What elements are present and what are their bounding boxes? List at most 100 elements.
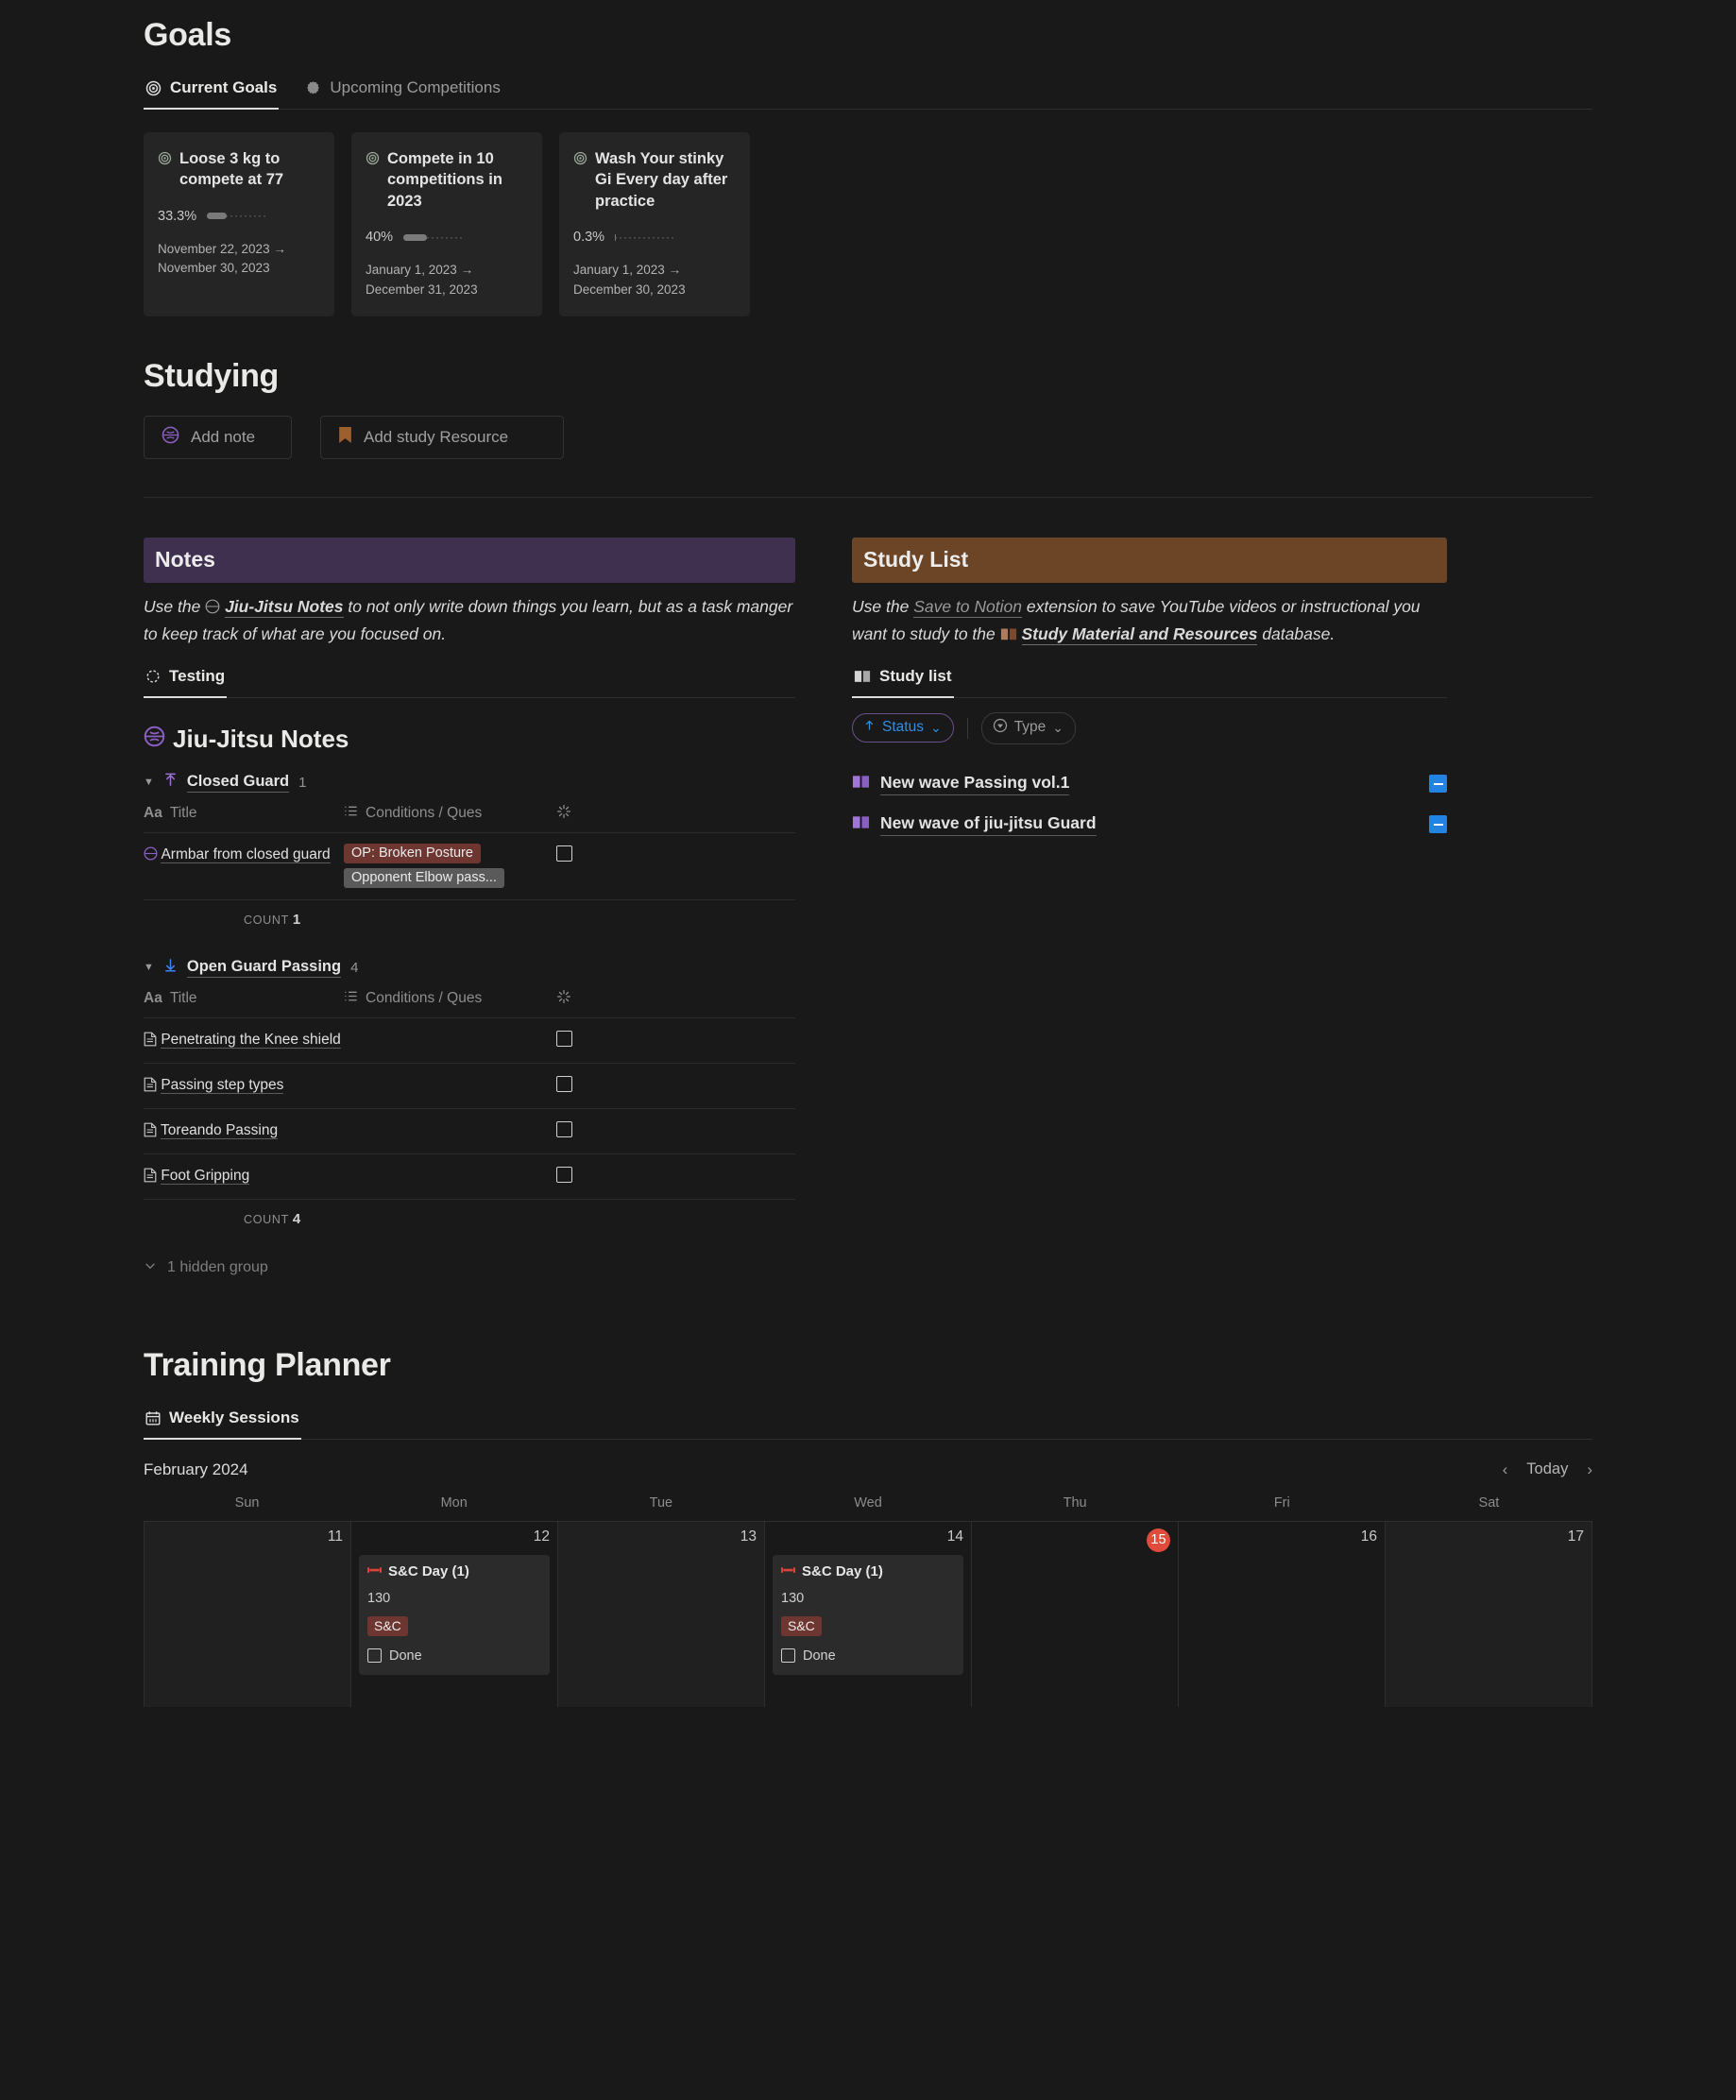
checkbox[interactable]	[556, 1166, 572, 1183]
filter-status[interactable]: Status ⌄	[852, 713, 954, 743]
row-checkbox-cell[interactable]	[556, 1029, 613, 1047]
tag-pill: Opponent Elbow pass...	[344, 867, 504, 888]
list-item[interactable]: New wave Passing vol.1	[852, 773, 1447, 795]
list-item-title: New wave of jiu-jitsu Guard	[880, 813, 1097, 836]
calendar-day-cell[interactable]: 13	[558, 1521, 765, 1707]
checkbox[interactable]	[781, 1648, 795, 1664]
event-done[interactable]: Done	[367, 1648, 541, 1664]
event-number: 130	[781, 1590, 805, 1606]
column-title[interactable]: Aa Title	[144, 990, 197, 1007]
open-book-icon	[852, 774, 870, 794]
goal-card[interactable]: Loose 3 kg to compete at 77 33.3% Novemb…	[144, 132, 334, 316]
target-icon	[158, 148, 172, 170]
row-title[interactable]: Armbar from closed guard	[144, 844, 344, 866]
day-number: 15	[1147, 1528, 1170, 1552]
event-done-label: Done	[389, 1648, 422, 1664]
calendar-month-label: February 2024	[144, 1460, 248, 1478]
table-row[interactable]: Armbar from closed guard OP: Broken Post…	[144, 831, 795, 899]
checkbox[interactable]	[556, 1030, 572, 1047]
notes-callout-link[interactable]: Jiu-Jitsu Notes	[225, 596, 344, 618]
tab-study-list[interactable]: Study list	[852, 663, 954, 698]
tab-testing[interactable]: Testing	[144, 663, 228, 698]
row-conditions[interactable]: OP: Broken Posture Opponent Elbow pass..…	[344, 843, 556, 888]
calendar-day-cell[interactable]: 12 S&C Day (1) 130 S&C Done	[351, 1521, 558, 1707]
calendar-day-cell[interactable]: 17	[1386, 1521, 1592, 1707]
filter-type[interactable]: Type ⌄	[980, 711, 1077, 744]
row-title-label: Armbar from closed guard	[161, 845, 331, 863]
study-tabbar: Study list	[852, 663, 1447, 698]
row-checkbox-cell[interactable]	[556, 1074, 613, 1092]
hidden-group-label: 1 hidden group	[167, 1259, 268, 1276]
tag-pill: OP: Broken Posture	[344, 843, 481, 863]
column-conditions[interactable]: Conditions / Ques	[344, 804, 556, 823]
add-note-label: Add note	[191, 427, 256, 446]
open-book-icon	[852, 814, 870, 835]
event-done[interactable]: Done	[781, 1648, 955, 1664]
hidden-group-toggle[interactable]: 1 hidden group	[144, 1259, 795, 1277]
row-title[interactable]: Foot Gripping	[144, 1165, 344, 1187]
divider	[144, 496, 1592, 498]
next-week-button[interactable]: ›	[1587, 1460, 1592, 1478]
tab-current-goals[interactable]: Current Goals	[144, 75, 280, 110]
chevron-down-icon[interactable]: ▼	[144, 777, 154, 789]
column-title[interactable]: Aa Title	[144, 805, 197, 822]
calendar-toolbar: February 2024 ‹ Today ›	[144, 1460, 1592, 1479]
chevron-down-icon[interactable]: ▼	[144, 962, 154, 974]
goal-percent: 33.3%	[158, 208, 197, 224]
tab-upcoming-competitions[interactable]: Upcoming Competitions	[303, 75, 502, 110]
table-row[interactable]: Foot Gripping	[144, 1152, 795, 1199]
row-checkbox-cell[interactable]	[556, 844, 613, 862]
calendar-day-cell[interactable]: 11	[145, 1521, 351, 1707]
table-row[interactable]: Toreando Passing	[144, 1107, 795, 1153]
column-checkbox[interactable]	[556, 804, 613, 824]
checkbox[interactable]	[556, 1120, 572, 1137]
goal-percent: 0.3%	[573, 230, 605, 246]
today-button[interactable]: Today	[1526, 1460, 1569, 1478]
group-header[interactable]: ▼ Open Guard Passing 4	[144, 958, 795, 978]
target-icon	[573, 148, 587, 170]
filter-status-label: Status	[882, 719, 924, 736]
checkbox[interactable]	[556, 1075, 572, 1092]
group-count: 4	[350, 959, 359, 976]
prev-week-button[interactable]: ‹	[1502, 1460, 1508, 1478]
row-title[interactable]: Toreando Passing	[144, 1119, 344, 1142]
column-headers: Aa Title Conditions / Ques	[144, 804, 795, 832]
calendar-day-cell[interactable]: 16	[1179, 1521, 1386, 1707]
goal-card[interactable]: Compete in 10 competitions in 2023 40% J…	[351, 132, 542, 316]
row-title[interactable]: Passing step types	[144, 1074, 344, 1097]
calendar-day-cell-today[interactable]: 15	[972, 1521, 1179, 1707]
row-checkbox-cell[interactable]	[556, 1165, 613, 1183]
day-number: 17	[1567, 1528, 1584, 1545]
add-note-button[interactable]: Add note	[144, 415, 292, 459]
tab-weekly-sessions[interactable]: Weekly Sessions	[144, 1405, 301, 1440]
spinner-icon	[556, 989, 571, 1009]
goals-section: Goals Current Goals Upcoming Competition…	[144, 0, 1592, 316]
checkbox[interactable]	[556, 845, 572, 862]
group-name: Open Guard Passing	[186, 958, 342, 978]
add-study-resource-button[interactable]: Add study Resource	[320, 415, 564, 459]
day-number: 12	[533, 1528, 550, 1545]
table-row[interactable]: Penetrating the Knee shield	[144, 1016, 795, 1063]
row-checkbox-cell[interactable]	[556, 1119, 613, 1137]
group-header[interactable]: ▼ Closed Guard 1	[144, 773, 795, 793]
goal-card[interactable]: Wash Your stinky Gi Every day after prac…	[559, 132, 750, 316]
checkbox[interactable]	[367, 1648, 382, 1664]
calendar-day-cell[interactable]: 14 S&C Day (1) 130 S&C Done	[765, 1521, 972, 1707]
minus-badge-icon[interactable]	[1429, 815, 1447, 834]
minus-badge-icon[interactable]	[1429, 775, 1447, 794]
goal-name: Loose 3 kg to compete at 77	[179, 150, 284, 189]
calendar-event[interactable]: S&C Day (1) 130 S&C Done	[359, 1554, 550, 1675]
goal-name: Wash Your stinky Gi Every day after prac…	[595, 150, 728, 210]
row-title[interactable]: Penetrating the Knee shield	[144, 1029, 344, 1051]
study-material-link[interactable]: Study Material and Resources	[1021, 623, 1258, 645]
column-checkbox[interactable]	[556, 989, 613, 1009]
database-columns: Notes Use the Jiu-Jitsu Notes to not onl…	[144, 537, 1592, 1277]
column-conditions[interactable]: Conditions / Ques	[344, 989, 556, 1008]
table-row[interactable]: Passing step types	[144, 1062, 795, 1108]
calendar-event[interactable]: S&C Day (1) 130 S&C Done	[773, 1554, 963, 1675]
tab-label: Upcoming Competitions	[330, 78, 501, 96]
save-to-notion-link[interactable]: Save to Notion	[913, 596, 1022, 618]
training-planner-section: Training Planner Weekly Sessions Februar…	[144, 1277, 1592, 1707]
list-item[interactable]: New wave of jiu-jitsu Guard	[852, 813, 1447, 836]
arrow-up-icon	[163, 773, 178, 792]
